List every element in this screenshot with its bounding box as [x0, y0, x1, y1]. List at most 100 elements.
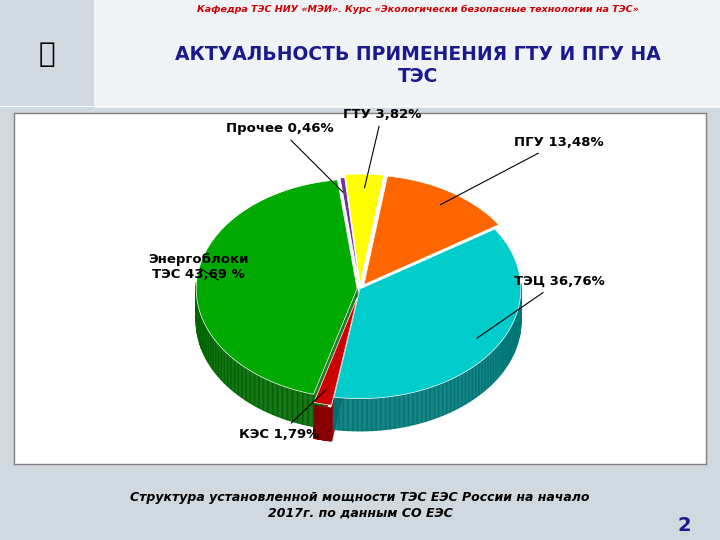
Polygon shape: [515, 315, 516, 350]
Polygon shape: [287, 388, 292, 421]
Polygon shape: [202, 316, 203, 352]
Bar: [0, 106, 720, 107]
Polygon shape: [358, 399, 362, 431]
Polygon shape: [238, 363, 242, 397]
Bar: [0, 107, 720, 108]
Bar: [0, 106, 720, 107]
Bar: [0, 106, 720, 107]
Polygon shape: [503, 336, 505, 372]
Polygon shape: [228, 354, 231, 389]
Polygon shape: [466, 369, 469, 404]
Bar: [0, 106, 720, 107]
Polygon shape: [404, 394, 408, 427]
Bar: [0, 106, 720, 107]
Bar: [0, 106, 720, 107]
Bar: [94, 0, 720, 108]
Bar: [0, 106, 720, 107]
Bar: [0, 106, 720, 107]
Bar: [0, 106, 720, 107]
Polygon shape: [512, 321, 513, 356]
Polygon shape: [340, 178, 360, 287]
Polygon shape: [454, 376, 458, 410]
Polygon shape: [353, 399, 358, 431]
Bar: [0, 107, 720, 108]
Bar: [0, 106, 720, 107]
Polygon shape: [218, 345, 221, 380]
Text: 2: 2: [678, 516, 691, 535]
Text: Структура установленной мощности ТЭС ЕЭС России на начало
2017г. по данным СО ЕЭ: Структура установленной мощности ТЭС ЕЭС…: [130, 491, 590, 519]
Polygon shape: [345, 174, 384, 284]
Text: Кафедра ТЭС НИУ «МЭИ». Курс «Экологически безопасные технологии на ТЭС»: Кафедра ТЭС НИУ «МЭИ». Курс «Экологическ…: [197, 5, 639, 15]
Bar: [0, 106, 720, 107]
Polygon shape: [372, 398, 377, 430]
Bar: [0, 106, 720, 107]
Polygon shape: [334, 397, 338, 430]
Bar: [0, 107, 720, 108]
Polygon shape: [338, 397, 343, 430]
Polygon shape: [505, 333, 507, 368]
Polygon shape: [231, 357, 235, 392]
Polygon shape: [488, 353, 491, 388]
Polygon shape: [426, 388, 431, 421]
Polygon shape: [242, 366, 246, 400]
Text: КЭС 1,79%: КЭС 1,79%: [240, 390, 326, 441]
Bar: [0, 106, 720, 107]
Polygon shape: [197, 301, 198, 337]
Bar: [0, 106, 720, 107]
Bar: [0, 106, 720, 107]
Polygon shape: [479, 360, 482, 395]
Bar: [0, 106, 720, 107]
Polygon shape: [395, 395, 400, 428]
Bar: [0, 106, 720, 107]
Bar: [0, 106, 720, 107]
Bar: [0, 107, 720, 108]
Polygon shape: [211, 334, 213, 370]
Polygon shape: [501, 339, 503, 374]
Bar: [0, 107, 720, 108]
Bar: [0, 106, 720, 107]
Bar: [0, 106, 720, 107]
Bar: [0, 106, 720, 107]
Polygon shape: [203, 320, 204, 356]
Polygon shape: [273, 382, 277, 416]
Polygon shape: [308, 393, 313, 427]
Bar: [0, 106, 720, 107]
Bar: [0, 107, 720, 108]
Polygon shape: [491, 350, 493, 385]
Bar: [0, 106, 720, 107]
Polygon shape: [204, 323, 207, 359]
Text: 🏭: 🏭: [38, 40, 55, 68]
Text: ГТУ 3,82%: ГТУ 3,82%: [343, 107, 421, 188]
Polygon shape: [462, 372, 466, 406]
Polygon shape: [246, 368, 251, 403]
Bar: [0, 107, 720, 108]
Bar: [0, 106, 720, 107]
Polygon shape: [458, 374, 462, 408]
Bar: [0, 107, 720, 108]
Polygon shape: [510, 325, 512, 360]
Bar: [0, 106, 720, 107]
Bar: [0, 107, 720, 108]
Bar: [0, 107, 720, 108]
Bar: [0, 106, 720, 107]
Polygon shape: [518, 306, 519, 341]
Polygon shape: [251, 370, 255, 406]
Bar: [0, 106, 720, 107]
Bar: [0, 106, 720, 107]
Bar: [0, 107, 720, 108]
Bar: [0, 106, 720, 107]
Bar: [0, 107, 720, 108]
Polygon shape: [517, 309, 518, 344]
Polygon shape: [485, 355, 488, 390]
Bar: [0, 107, 720, 108]
Bar: [0, 106, 720, 107]
Bar: [0, 106, 720, 107]
Text: АКТУАЛЬНОСТЬ ПРИМЕНЕНИЯ ГТУ И ПГУ НА
ТЭС: АКТУАЛЬНОСТЬ ПРИМЕНЕНИЯ ГТУ И ПГУ НА ТЭС: [175, 45, 660, 86]
Polygon shape: [297, 390, 303, 424]
Polygon shape: [367, 399, 372, 431]
Polygon shape: [400, 394, 404, 428]
Text: ПГУ 13,48%: ПГУ 13,48%: [440, 136, 603, 205]
Text: Энергоблоки
ТЭС 43,69 %: Энергоблоки ТЭС 43,69 %: [148, 253, 248, 281]
Polygon shape: [507, 330, 509, 366]
Bar: [0, 106, 720, 107]
